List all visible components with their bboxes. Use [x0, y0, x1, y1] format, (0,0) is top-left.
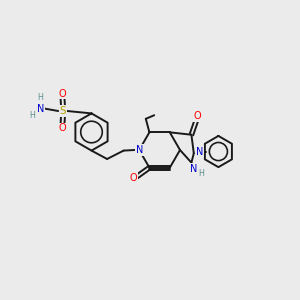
Text: O: O	[58, 123, 66, 134]
Text: S: S	[60, 106, 66, 116]
Text: N: N	[190, 164, 197, 174]
Text: H: H	[37, 93, 43, 102]
Text: N: N	[196, 146, 203, 157]
Text: N: N	[136, 145, 143, 155]
Text: H: H	[198, 169, 204, 178]
Text: N: N	[37, 103, 44, 114]
Text: O: O	[194, 111, 201, 121]
Text: O: O	[58, 88, 66, 99]
Text: H: H	[29, 111, 35, 120]
Text: O: O	[130, 173, 138, 183]
